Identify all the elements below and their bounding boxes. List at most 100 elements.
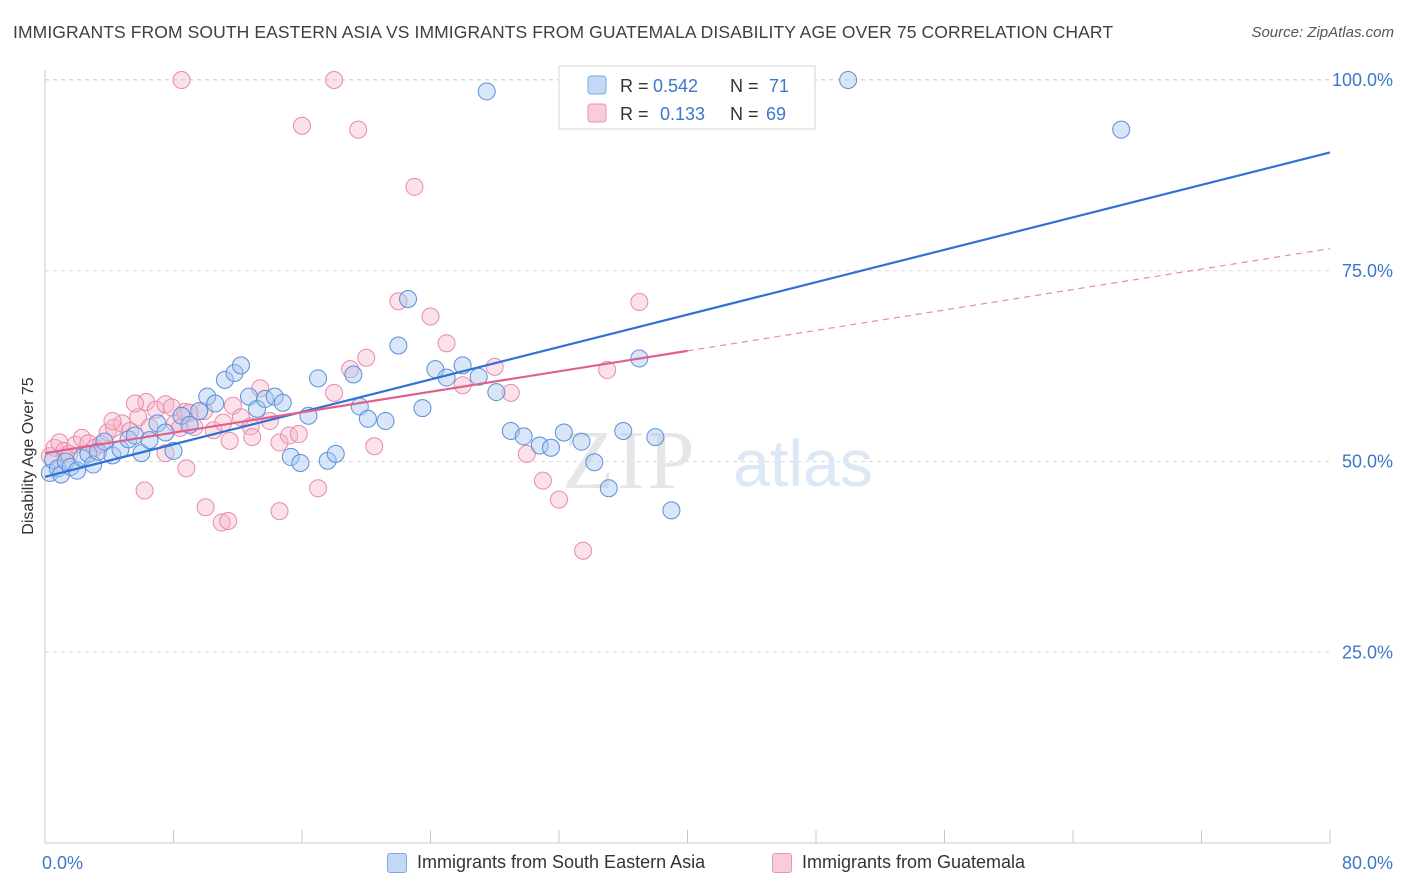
point-southeast-asia (514, 427, 533, 446)
point-guatemala (309, 479, 328, 498)
point-southeast-asia (358, 409, 377, 428)
trend-line-southeast-asia (44, 151, 1331, 478)
point-southeast-asia (206, 394, 225, 413)
point-guatemala (135, 481, 154, 500)
point-guatemala (517, 444, 536, 463)
point-southeast-asia (413, 399, 432, 418)
point-southeast-asia (344, 365, 363, 384)
point-southeast-asia (839, 71, 858, 89)
point-southeast-asia (662, 501, 681, 520)
x-tick-label: 0.0% (42, 853, 83, 873)
point-southeast-asia (190, 402, 209, 421)
legend-item-southeast-asia: Immigrants from South Eastern Asia (387, 852, 705, 873)
point-guatemala (125, 394, 144, 413)
watermark-zip: ZIP (563, 414, 698, 507)
point-southeast-asia (273, 393, 292, 412)
point-guatemala (630, 293, 649, 312)
point-guatemala (325, 71, 344, 89)
point-guatemala (598, 360, 617, 379)
point-southeast-asia (572, 432, 591, 451)
point-guatemala (289, 425, 308, 444)
y-tick-label: 25.0% (1342, 642, 1393, 662)
legend-label-guatemala: Immigrants from Guatemala (802, 852, 1026, 872)
legend-r-value: 0.133 (660, 104, 705, 124)
point-southeast-asia (231, 356, 250, 375)
y-tick-label: 50.0% (1342, 452, 1393, 472)
point-southeast-asia (291, 454, 310, 473)
point-guatemala (146, 400, 165, 419)
point-guatemala (214, 413, 233, 432)
point-guatemala (103, 412, 122, 431)
y-tick-label: 100.0% (1332, 70, 1393, 90)
point-southeast-asia (164, 441, 183, 460)
legend-r-label: R = (620, 76, 649, 96)
point-guatemala (501, 383, 520, 402)
legend-n-label: N = (730, 104, 759, 124)
point-guatemala (349, 120, 368, 139)
point-guatemala (270, 433, 289, 452)
source-label: Source: ZipAtlas.com (1251, 24, 1394, 41)
legend-r-label: R = (620, 104, 649, 124)
trend-lines (44, 151, 1331, 478)
point-southeast-asia (326, 444, 345, 463)
legend: R = 0.542 N = 71 R = 0.133 N = 69 (558, 65, 816, 130)
watermark: ZIP atlas (563, 414, 873, 507)
point-southeast-asia (281, 447, 300, 466)
point-southeast-asia (140, 431, 159, 450)
point-guatemala (357, 348, 376, 367)
point-guatemala (293, 116, 311, 135)
point-southeast-asia (1112, 120, 1131, 139)
point-southeast-asia (599, 479, 618, 498)
legend-swatch-guatemala (772, 852, 792, 873)
point-southeast-asia (89, 442, 108, 461)
point-southeast-asia (646, 428, 665, 447)
point-guatemala (341, 360, 360, 379)
legend-n-label: N = (730, 76, 759, 96)
chart-title: IMMIGRANTS FROM SOUTH EASTERN ASIA VS IM… (13, 22, 1114, 42)
point-southeast-asia (530, 436, 549, 455)
legend-swatch-blue (587, 75, 607, 95)
point-guatemala (280, 426, 299, 445)
point-guatemala (172, 71, 191, 89)
point-southeast-asia (554, 423, 573, 442)
point-guatemala (129, 408, 148, 427)
point-guatemala (243, 428, 262, 447)
point-guatemala (219, 512, 238, 531)
y-axis-label: Disability Age Over 75 (20, 377, 37, 535)
legend-label-southeast-asia: Immigrants from South Eastern Asia (417, 852, 706, 872)
point-guatemala (405, 177, 424, 196)
bottom-legend: Immigrants from South Eastern Asia Immig… (0, 852, 1406, 878)
y-tick-label: 75.0% (1342, 261, 1393, 281)
point-southeast-asia (541, 438, 560, 457)
series-guatemala (40, 71, 649, 560)
point-southeast-asia (389, 336, 408, 355)
point-southeast-asia (225, 363, 244, 382)
trend-line-guatemala (44, 349, 688, 455)
point-guatemala (437, 334, 456, 353)
point-guatemala (574, 541, 593, 560)
point-southeast-asia (614, 421, 633, 440)
watermark-atlas: atlas (733, 426, 872, 500)
point-guatemala (196, 498, 215, 517)
point-southeast-asia (477, 82, 496, 101)
point-guatemala (325, 383, 344, 402)
legend-r-value: 0.542 (653, 76, 698, 96)
legend-n-value: 71 (769, 76, 789, 96)
point-southeast-asia (487, 383, 506, 402)
point-guatemala (421, 307, 440, 326)
legend-item-guatemala: Immigrants from Guatemala (772, 852, 1025, 873)
point-guatemala (550, 490, 568, 509)
point-guatemala (212, 513, 231, 532)
point-southeast-asia (215, 370, 234, 389)
point-guatemala (220, 431, 239, 450)
point-guatemala (270, 502, 289, 521)
x-tick-label: 80.0% (1342, 853, 1393, 873)
legend-n-value: 69 (766, 104, 786, 124)
trend-line-guatemala-extension (687, 248, 1331, 352)
point-southeast-asia (309, 369, 328, 388)
point-guatemala (533, 471, 552, 490)
legend-swatch-southeast-asia (387, 852, 407, 873)
tick-labels: 25.0% 50.0% 75.0% 100.0% 0.0% 80.0% (42, 70, 1393, 873)
point-guatemala (137, 392, 156, 411)
